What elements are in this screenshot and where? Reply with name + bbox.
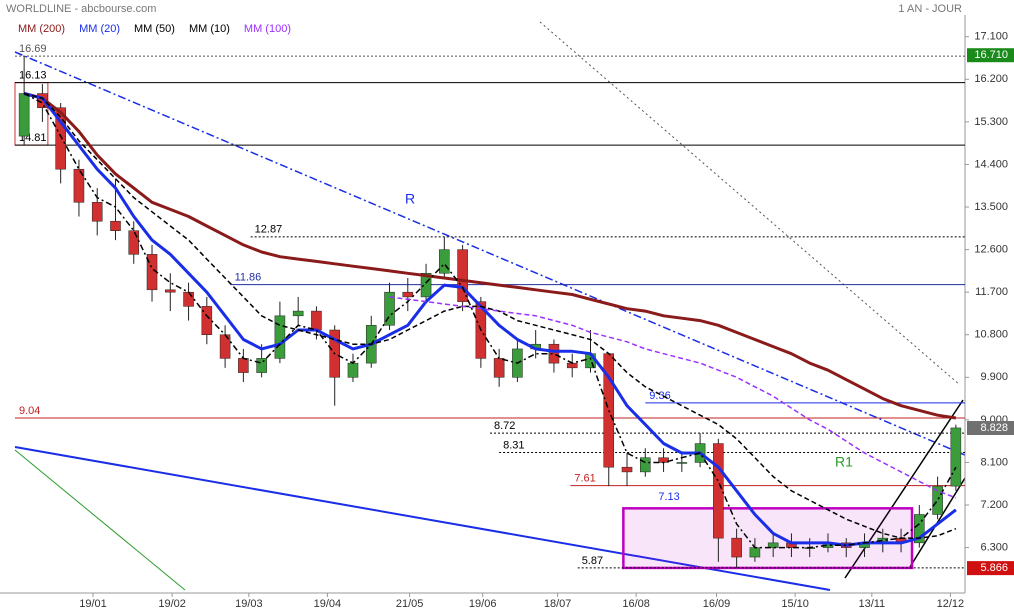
candle-body [201, 306, 213, 335]
price-tag-label: 16.710 [974, 49, 1008, 61]
legend-entry: MM (20) [79, 23, 120, 35]
y-tick-label: 6.300 [980, 541, 1008, 553]
x-tick-label: 13/11 [858, 598, 885, 610]
x-tick-label: 21/05 [396, 598, 424, 610]
candle-body [420, 273, 432, 298]
candle-body [676, 462, 688, 464]
y-tick-label: 10.800 [974, 329, 1008, 341]
candle-body [18, 93, 30, 137]
x-tick-label: 19/06 [469, 598, 497, 610]
y-tick-label: 15.300 [974, 116, 1008, 128]
candle-body [183, 291, 194, 307]
ma-line [23, 92, 957, 547]
candle-body [767, 542, 779, 548]
legend-entry: MM (100) [244, 23, 291, 35]
candle-body [749, 547, 761, 558]
ma-line [23, 92, 957, 420]
price-tag [967, 421, 1014, 436]
candle-body [457, 249, 468, 302]
candle-body [914, 514, 925, 544]
level-label: 7.61 [574, 473, 595, 485]
candle-body [292, 310, 304, 317]
candle-body [347, 362, 359, 378]
candle-body [384, 291, 395, 326]
candle-body [493, 358, 505, 378]
y-tick-label: 11.700 [975, 286, 1008, 298]
level-label: 16.69 [19, 43, 47, 55]
level-label: 8.72 [494, 420, 515, 432]
chart-title: WORLDLINE - abcbourse.com [6, 3, 156, 15]
level-label: 11.86 [235, 272, 262, 284]
x-tick-label: 18/07 [544, 598, 572, 610]
x-tick-label: 16/08 [622, 598, 650, 610]
candle-body [165, 289, 176, 293]
level-label: 8.31 [503, 439, 524, 451]
trend-line-support [14, 446, 831, 591]
y-tick-label: 17.100 [974, 31, 1008, 43]
zone-label: 7.13 [658, 491, 679, 503]
legend-entry: MM (200) [18, 23, 65, 35]
candle-body [91, 202, 103, 222]
x-tick-label: 16/09 [703, 598, 731, 610]
trend-line-r [14, 51, 966, 456]
zone [622, 507, 914, 570]
candle-body [55, 107, 66, 170]
candle-body [439, 249, 450, 274]
level-label: 16.13 [19, 70, 47, 82]
candle-body [621, 466, 633, 473]
level-label: 9.36 [649, 390, 670, 402]
price-tag [967, 48, 1014, 63]
ma-line [389, 296, 957, 499]
candle-body [238, 358, 249, 373]
y-tick-label: 14.400 [974, 158, 1008, 170]
period-label: 1 AN - JOUR [898, 3, 962, 15]
candle-body [731, 537, 742, 558]
y-tick-label: 12.600 [974, 244, 1008, 256]
level-label: 12.87 [255, 224, 283, 236]
price-tag [967, 561, 1014, 576]
ma-line [23, 92, 957, 549]
candle-body [274, 315, 286, 359]
y-tick-label: 16.200 [974, 73, 1008, 85]
x-tick-label: 19/02 [158, 598, 186, 610]
price-tag-label: 5.866 [980, 562, 1008, 574]
legend-entry: MM (10) [189, 23, 230, 35]
candle-body [256, 358, 267, 373]
candle-body [548, 343, 560, 364]
level-label: 5.87 [582, 555, 603, 567]
candle-body [128, 230, 140, 255]
y-tick-label: 8.100 [980, 456, 1008, 468]
candle-body [640, 457, 651, 473]
y-tick-label: 7.200 [980, 499, 1008, 511]
candle-body [950, 427, 962, 487]
x-tick-label: 19/01 [79, 598, 107, 610]
price-tag-label: 8.828 [980, 422, 1008, 434]
trend-line-green [14, 449, 186, 591]
y-tick-label: 9.900 [980, 371, 1008, 383]
x-tick-label: 19/03 [235, 598, 263, 610]
annotation: R [405, 191, 415, 207]
candle-body [932, 485, 943, 515]
candle-body [311, 310, 322, 331]
x-tick-label: 15/10 [781, 598, 809, 610]
annotation: R1 [835, 454, 853, 470]
x-tick-label: 19/04 [314, 598, 342, 610]
candle-body [713, 443, 724, 539]
legend-entry: MM (50) [134, 23, 175, 35]
ma-line [23, 92, 957, 539]
candle-body [402, 291, 414, 298]
x-tick-label: 12/12 [937, 598, 965, 610]
candle-body [110, 220, 121, 231]
level-label: 9.04 [19, 405, 40, 417]
candle-body [73, 168, 85, 203]
y-tick-label: 13.500 [974, 201, 1008, 213]
